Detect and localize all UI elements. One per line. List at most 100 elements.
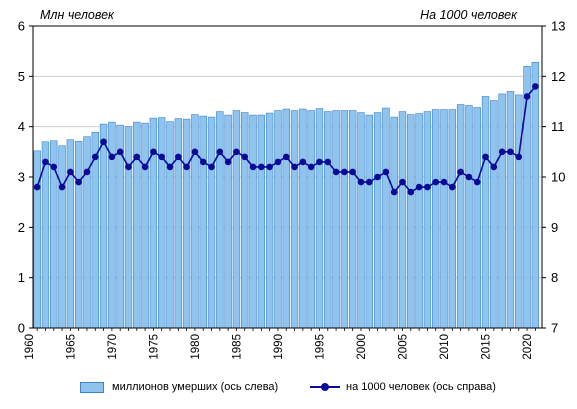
point-rate-1972 xyxy=(125,163,132,171)
bar-deaths-1992 xyxy=(290,110,299,329)
point-rate-2017 xyxy=(498,148,506,156)
left-axis-unit-label: Млн человек xyxy=(40,8,115,22)
point-rate-1973 xyxy=(133,153,141,161)
point-rate-1968 xyxy=(91,153,99,161)
bar-deaths-2001 xyxy=(365,114,373,329)
bar-deaths-1996 xyxy=(324,111,332,329)
point-rate-2005 xyxy=(399,178,406,186)
point-rate-1979 xyxy=(183,163,190,171)
point-rate-2014 xyxy=(473,178,481,186)
point-rate-1974 xyxy=(141,163,149,171)
left-tick-label: 3 xyxy=(18,170,25,185)
bar-deaths-1965 xyxy=(66,139,75,329)
right-tick-label: 12 xyxy=(551,69,565,84)
bar-deaths-1997 xyxy=(332,110,340,329)
bar-deaths-1976 xyxy=(158,117,166,329)
bar-deaths-1990 xyxy=(274,110,282,329)
point-rate-1971 xyxy=(116,148,124,156)
legend-item-rate: на 1000 человек (ось справа) xyxy=(310,381,496,393)
point-rate-2002 xyxy=(374,173,381,181)
bar-deaths-2020 xyxy=(523,65,531,329)
point-rate-1992 xyxy=(291,163,298,171)
legend-bar-swatch xyxy=(80,381,104,393)
point-rate-1978 xyxy=(175,153,182,161)
bar-deaths-2013 xyxy=(465,105,473,329)
bar-deaths-2004 xyxy=(390,116,398,329)
point-rate-1983 xyxy=(216,148,224,156)
point-rate-2004 xyxy=(390,188,398,196)
point-rate-1966 xyxy=(75,178,82,186)
point-rate-1962 xyxy=(42,158,49,166)
point-rate-1998 xyxy=(341,168,348,176)
bar-deaths-2012 xyxy=(456,104,465,329)
bar-deaths-2011 xyxy=(448,109,457,329)
point-rate-2006 xyxy=(407,188,415,196)
left-tick-label: 6 xyxy=(18,19,25,34)
bar-deaths-1985 xyxy=(232,110,241,329)
point-rate-1975 xyxy=(150,148,157,156)
left-tick-label: 2 xyxy=(18,220,25,235)
bar-deaths-2002 xyxy=(373,112,382,329)
bar-deaths-2006 xyxy=(407,114,415,329)
point-rate-1963 xyxy=(50,163,58,171)
bar-deaths-1982 xyxy=(207,116,216,329)
bar-deaths-1991 xyxy=(282,108,290,329)
bar-deaths-2005 xyxy=(398,111,407,329)
x-tick-label: 1975 xyxy=(148,334,160,360)
x-tick-label: 2015 xyxy=(481,334,493,360)
bar-deaths-2003 xyxy=(382,107,390,329)
right-tick-label: 11 xyxy=(551,119,565,134)
point-rate-2007 xyxy=(415,183,423,191)
left-tick-label: 4 xyxy=(18,119,25,134)
legend-label-rate: на 1000 человек (ось справа) xyxy=(346,381,496,393)
point-rate-1994 xyxy=(307,163,315,171)
point-rate-1964 xyxy=(58,183,66,191)
point-rate-2020 xyxy=(523,93,531,100)
bar-deaths-1988 xyxy=(257,114,266,329)
bar-deaths-1983 xyxy=(216,111,224,329)
x-tick-label: 2010 xyxy=(439,334,451,360)
x-tick-label: 1980 xyxy=(190,334,202,360)
point-rate-2008 xyxy=(424,183,431,191)
legend-label-deaths: миллионов умерших (ось слева) xyxy=(112,381,279,393)
point-rate-1985 xyxy=(233,148,240,156)
point-rate-1984 xyxy=(224,158,232,166)
point-rate-2012 xyxy=(457,168,464,176)
point-rate-1991 xyxy=(282,153,290,161)
x-tick-label: 1995 xyxy=(314,334,326,360)
bar-deaths-1974 xyxy=(141,122,149,329)
point-rate-2018 xyxy=(507,148,514,156)
bar-deaths-1993 xyxy=(299,108,307,329)
bar-deaths-2007 xyxy=(415,113,423,329)
point-rate-1980 xyxy=(191,148,199,156)
legend-item-deaths: миллионов умерших (ось слева) xyxy=(80,381,278,393)
right-tick-label: 8 xyxy=(551,270,558,285)
bar-deaths-2019 xyxy=(515,94,523,329)
point-rate-1961 xyxy=(33,183,41,191)
point-rate-1993 xyxy=(299,158,307,166)
left-tick-label: 1 xyxy=(18,270,25,285)
point-rate-1989 xyxy=(266,163,273,171)
x-tick-label: 1965 xyxy=(65,334,77,360)
point-rate-1965 xyxy=(67,168,74,176)
right-tick-label: 7 xyxy=(551,321,558,336)
bar-deaths-2016 xyxy=(490,100,498,329)
bar-deaths-1981 xyxy=(199,115,207,329)
point-rate-2003 xyxy=(382,168,390,176)
point-rate-2009 xyxy=(432,178,440,186)
bar-deaths-1979 xyxy=(182,118,191,329)
bar-deaths-1987 xyxy=(249,114,257,329)
point-rate-1970 xyxy=(108,153,116,161)
x-tick-label: 1970 xyxy=(107,334,119,360)
plot-frame xyxy=(29,25,546,331)
point-rate-2019 xyxy=(515,153,523,161)
bar-deaths-1986 xyxy=(241,112,249,329)
point-rate-1967 xyxy=(83,168,91,176)
point-rate-1999 xyxy=(349,168,356,176)
bar-deaths-1980 xyxy=(191,114,199,329)
point-rate-2013 xyxy=(465,173,473,181)
bar-deaths-1998 xyxy=(340,110,349,329)
bar-deaths-2000 xyxy=(357,112,365,329)
bar-deaths-1995 xyxy=(315,108,324,329)
